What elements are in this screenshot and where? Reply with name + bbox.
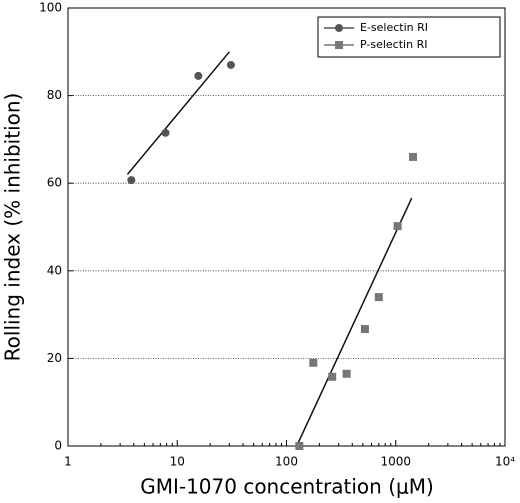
legend-label: E-selectin RI [360, 21, 428, 34]
x-axis-label: GMI-1070 concentration (μM) [140, 475, 434, 499]
y-tick-label: 0 [54, 439, 62, 453]
point [374, 293, 383, 302]
point [393, 222, 402, 231]
legend-marker [335, 41, 343, 49]
point [409, 152, 418, 161]
point [127, 176, 136, 185]
y-tick-label: 60 [47, 176, 62, 190]
y-tick-label: 100 [39, 1, 62, 15]
y-tick-label: 40 [47, 263, 62, 277]
legend-label: P-selectin RI [360, 38, 427, 51]
x-tick-label: 10⁴ [495, 455, 515, 469]
point [360, 325, 369, 334]
point [328, 372, 337, 381]
point [342, 369, 351, 378]
x-tick-label: 1 [64, 455, 72, 469]
point [295, 442, 304, 450]
point [194, 71, 203, 80]
x-tick-label: 100 [275, 455, 298, 469]
y-axis-label: Rolling index (% inhibition) [1, 93, 25, 362]
point [309, 358, 318, 367]
y-tick-label: 20 [47, 351, 62, 365]
plot-frame [67, 7, 506, 447]
y-tick-label: 80 [47, 88, 62, 102]
x-tick-label: 10 [170, 455, 185, 469]
point [226, 60, 235, 69]
legend-marker [335, 24, 343, 32]
fit-line [126, 51, 230, 175]
fit-line [296, 197, 413, 447]
point [161, 128, 170, 137]
x-tick-label: 1000 [380, 455, 411, 469]
legend-box [317, 16, 501, 58]
